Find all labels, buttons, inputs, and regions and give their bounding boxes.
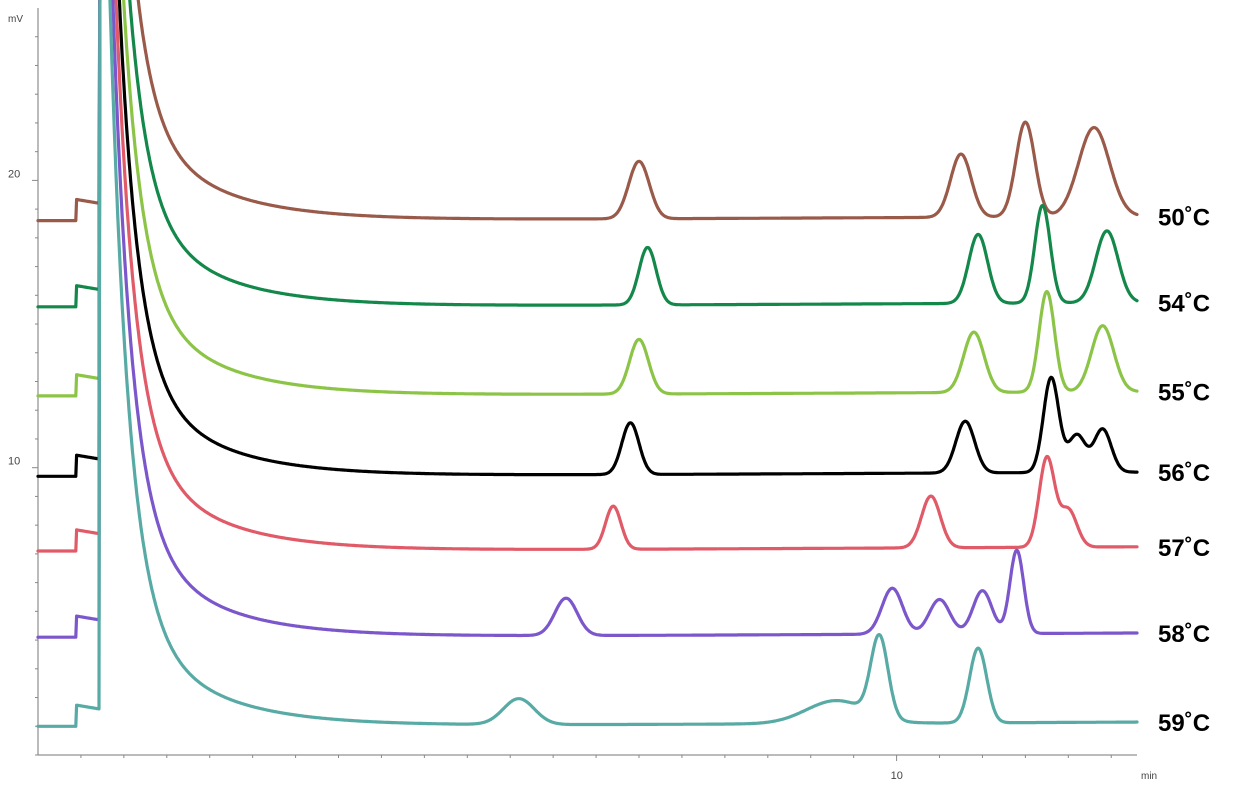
chart-traces xyxy=(36,0,1139,728)
series-line-1 xyxy=(36,0,1139,309)
x-unit-label: min xyxy=(1141,771,1157,782)
series-line-3 xyxy=(36,0,1139,478)
series-line-5 xyxy=(36,0,1139,639)
chart-axes: 10 20 10 mV min xyxy=(8,8,1157,782)
y-unit-label: mV xyxy=(8,14,23,25)
series-label-1: 54˚C xyxy=(1158,291,1210,318)
series-label-5: 58˚C xyxy=(1158,621,1210,648)
series-line-4 xyxy=(36,0,1139,553)
series-label-6: 59˚C xyxy=(1158,710,1210,737)
series-line-2 xyxy=(36,0,1139,398)
y-tick-label: 20 xyxy=(8,168,20,180)
series-label-2: 55˚C xyxy=(1158,380,1210,407)
series-line-0 xyxy=(36,0,1139,223)
series-labels: 50˚C 54˚C 55˚C 56˚C 57˚C 58˚C 59˚C xyxy=(1158,204,1210,737)
series-label-0: 50˚C xyxy=(1158,204,1210,231)
series-label-4: 57˚C xyxy=(1158,535,1210,562)
y-tick-label: 10 xyxy=(8,456,20,468)
series-label-3: 56˚C xyxy=(1158,460,1210,487)
x-tick-label: 10 xyxy=(891,770,903,782)
series-line-6 xyxy=(36,0,1139,728)
